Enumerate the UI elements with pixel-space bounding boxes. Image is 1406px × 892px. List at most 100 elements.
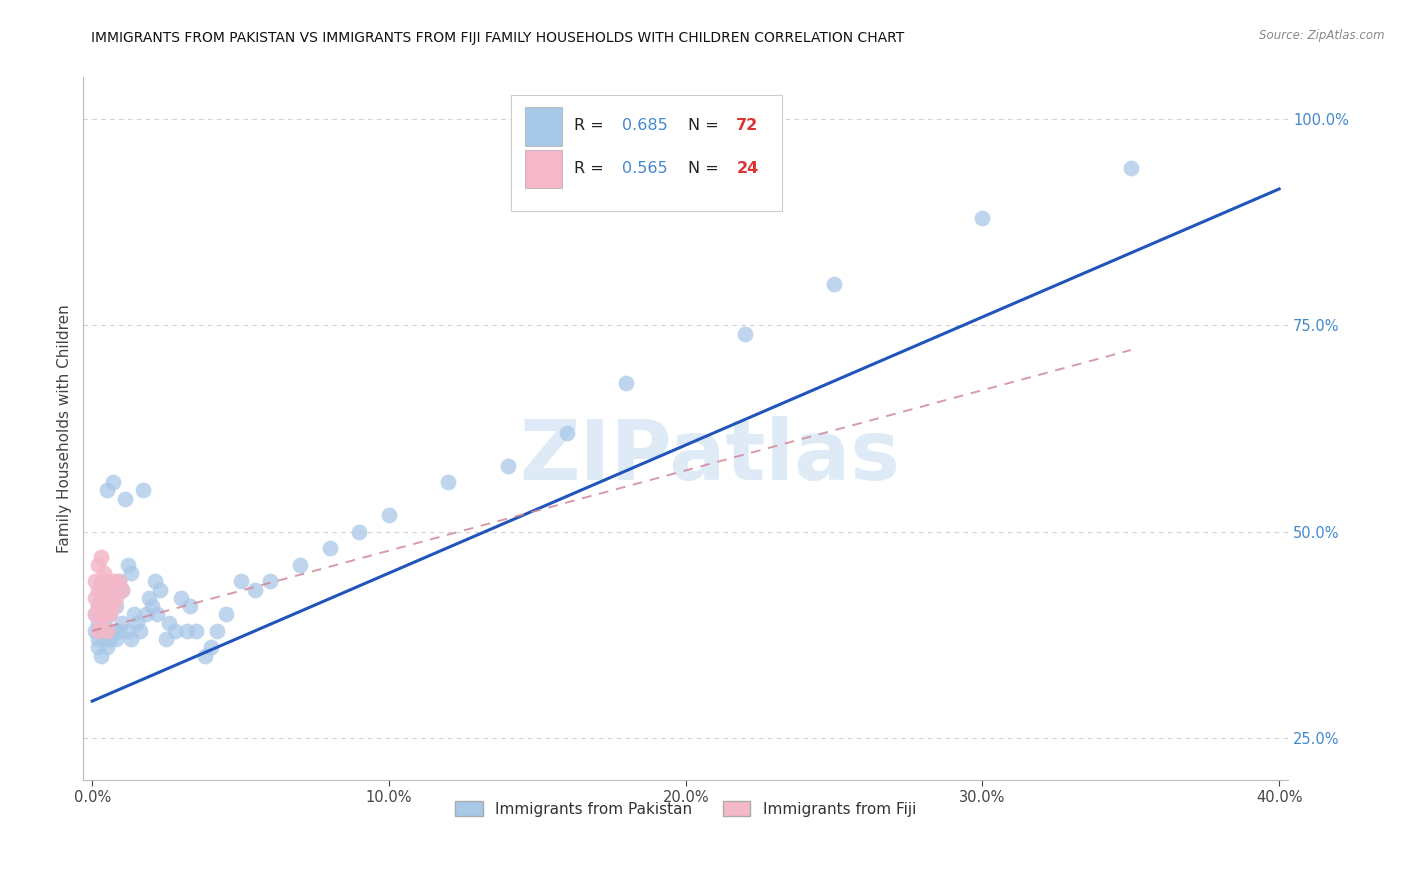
Point: [149, 582, 172, 597]
Point: [555, 425, 578, 440]
Point: [108, 624, 131, 638]
Point: [90, 582, 112, 597]
Point: [90, 549, 112, 564]
Point: [90, 574, 112, 589]
Text: R =: R =: [574, 161, 609, 177]
Point: [823, 277, 845, 291]
Point: [131, 483, 153, 498]
Point: [114, 491, 136, 506]
Point: [288, 558, 311, 572]
Text: N =: N =: [688, 161, 724, 177]
Point: [87, 615, 110, 630]
Point: [200, 640, 222, 655]
Point: [87, 640, 110, 655]
Point: [734, 326, 756, 341]
Point: [104, 591, 127, 605]
Point: [101, 574, 124, 589]
Point: [84, 607, 107, 622]
Point: [90, 591, 112, 605]
Point: [1119, 161, 1142, 176]
Point: [96, 624, 118, 638]
Point: [87, 558, 110, 572]
Point: [98, 582, 121, 597]
Point: [84, 624, 107, 638]
Point: [101, 475, 124, 490]
Bar: [526, 107, 561, 145]
Point: [170, 591, 193, 605]
Point: [104, 599, 127, 614]
Point: [120, 632, 142, 647]
FancyBboxPatch shape: [510, 95, 782, 211]
Point: [90, 615, 112, 630]
Text: Source: ZipAtlas.com: Source: ZipAtlas.com: [1260, 29, 1385, 42]
Point: [318, 541, 340, 556]
Point: [614, 376, 637, 390]
Point: [138, 591, 160, 605]
Point: [176, 624, 198, 638]
Point: [111, 582, 134, 597]
Point: [87, 599, 110, 614]
Point: [96, 591, 118, 605]
Point: [93, 582, 115, 597]
Text: IMMIGRANTS FROM PAKISTAN VS IMMIGRANTS FROM FIJI FAMILY HOUSEHOLDS WITH CHILDREN: IMMIGRANTS FROM PAKISTAN VS IMMIGRANTS F…: [91, 31, 904, 45]
Point: [111, 582, 134, 597]
Point: [101, 624, 124, 638]
Point: [125, 615, 148, 630]
Point: [84, 591, 107, 605]
Point: [96, 640, 118, 655]
Point: [120, 566, 142, 580]
Point: [378, 508, 401, 523]
Point: [87, 632, 110, 647]
Point: [96, 599, 118, 614]
Point: [215, 607, 238, 622]
Point: [111, 615, 134, 630]
Point: [972, 211, 994, 225]
Point: [349, 524, 371, 539]
Point: [98, 607, 121, 622]
Text: ZIPatlas: ZIPatlas: [519, 416, 900, 497]
Point: [93, 566, 115, 580]
Point: [496, 458, 519, 473]
Point: [157, 615, 180, 630]
Point: [96, 574, 118, 589]
Text: 24: 24: [737, 161, 759, 177]
Point: [143, 574, 166, 589]
Point: [96, 483, 118, 498]
Point: [437, 475, 460, 490]
Point: [165, 624, 187, 638]
Point: [229, 574, 252, 589]
Point: [98, 632, 121, 647]
Point: [141, 599, 163, 614]
Point: [87, 599, 110, 614]
Point: [245, 582, 267, 597]
Point: [179, 599, 201, 614]
Legend: Immigrants from Pakistan, Immigrants from Fiji: Immigrants from Pakistan, Immigrants fro…: [447, 794, 924, 824]
Point: [87, 624, 110, 638]
Text: 72: 72: [737, 119, 759, 134]
Point: [90, 591, 112, 605]
Point: [93, 582, 115, 597]
Point: [205, 624, 228, 638]
Point: [90, 648, 112, 663]
Point: [104, 632, 127, 647]
Point: [98, 607, 121, 622]
Point: [101, 599, 124, 614]
Point: [184, 624, 207, 638]
Point: [93, 599, 115, 614]
Y-axis label: Family Households with Children: Family Households with Children: [58, 304, 72, 553]
Point: [135, 607, 157, 622]
Point: [90, 607, 112, 622]
Text: 0.565: 0.565: [621, 161, 668, 177]
Point: [108, 574, 131, 589]
Text: R =: R =: [574, 119, 609, 134]
Point: [96, 624, 118, 638]
Point: [87, 582, 110, 597]
Point: [93, 615, 115, 630]
Point: [93, 632, 115, 647]
Point: [146, 607, 169, 622]
Point: [90, 624, 112, 638]
Point: [84, 607, 107, 622]
Point: [155, 632, 177, 647]
Point: [84, 574, 107, 589]
Point: [93, 607, 115, 622]
